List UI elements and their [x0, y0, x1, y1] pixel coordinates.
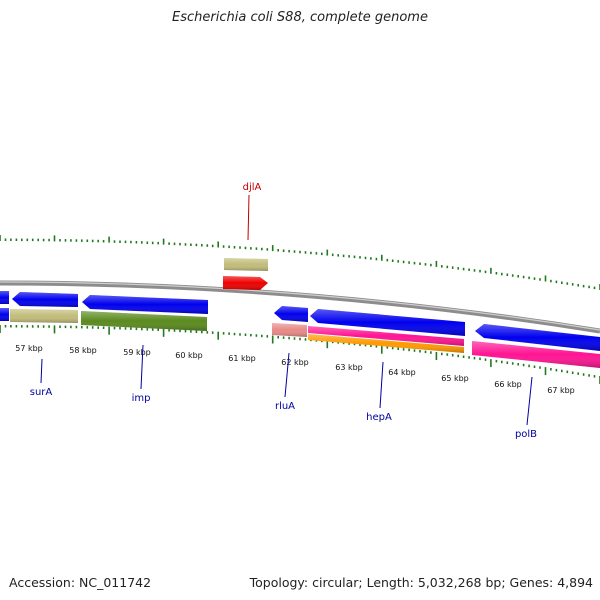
gene-label: imp	[132, 393, 151, 404]
outer-ticks	[0, 235, 600, 290]
feature-track	[0, 258, 600, 368]
imp-blue-feature[interactable]	[82, 295, 208, 314]
djlA-red-feature[interactable]	[223, 276, 268, 290]
map-title: Escherichia coli S88, complete genome	[172, 10, 428, 25]
gene-imp[interactable]: imp	[132, 344, 151, 404]
kbp-label: 64 kbp	[388, 368, 416, 377]
kbp-label: 65 kbp	[441, 374, 469, 383]
kbp-label: 66 kbp	[494, 380, 522, 389]
accession-text: Accession: NC_011742	[9, 575, 152, 590]
kbp-label: 67 kbp	[547, 386, 575, 395]
gene-label: surA	[30, 387, 53, 398]
left-blue-feature-2[interactable]	[0, 308, 9, 321]
surA-khaki-feature[interactable]	[10, 309, 78, 323]
gene-label: rluA	[275, 401, 295, 412]
hepA-blue-feature[interactable]	[310, 309, 465, 336]
rluA-blue-feature[interactable]	[274, 306, 308, 322]
gene-surA[interactable]: surA	[30, 358, 53, 398]
djlA-khaki-feature[interactable]	[224, 258, 268, 271]
polB-magenta-feature[interactable]	[472, 341, 600, 368]
kbp-labels: 57 kbp 58 kbp 59 kbp 60 kbp 61 kbp 62 kb…	[15, 344, 575, 395]
kbp-label: 58 kbp	[69, 346, 97, 355]
gene-djlA[interactable]: djlA	[243, 182, 262, 241]
genome-backbone	[0, 280, 600, 334]
gene-hepA[interactable]: hepA	[366, 361, 392, 423]
gene-label: djlA	[243, 182, 262, 193]
surA-blue-feature[interactable]	[12, 292, 78, 307]
gene-label: polB	[515, 429, 537, 440]
gene-label: hepA	[366, 412, 392, 423]
hepA-orange-feature[interactable]	[308, 334, 464, 353]
left-blue-feature[interactable]	[0, 291, 9, 304]
gene-rluA[interactable]: rluA	[275, 352, 295, 412]
gene-polB[interactable]: polB	[515, 376, 537, 440]
kbp-label: 57 kbp	[15, 344, 43, 353]
kbp-label: 61 kbp	[228, 354, 256, 363]
hepA-magenta-feature[interactable]	[308, 326, 464, 346]
kbp-label: 59 kbp	[123, 348, 151, 357]
imp-olive-feature[interactable]	[81, 311, 207, 331]
kbp-label: 62 kbp	[281, 358, 309, 367]
rluA-salmon-feature[interactable]	[272, 323, 307, 337]
kbp-label: 63 kbp	[335, 363, 363, 372]
polB-blue-feature[interactable]	[475, 324, 600, 351]
topology-text: Topology: circular; Length: 5,032,268 bp…	[249, 575, 593, 590]
kbp-label: 60 kbp	[175, 351, 203, 360]
gene-labels: djlA surA imp rluA hepA polB	[30, 182, 537, 440]
